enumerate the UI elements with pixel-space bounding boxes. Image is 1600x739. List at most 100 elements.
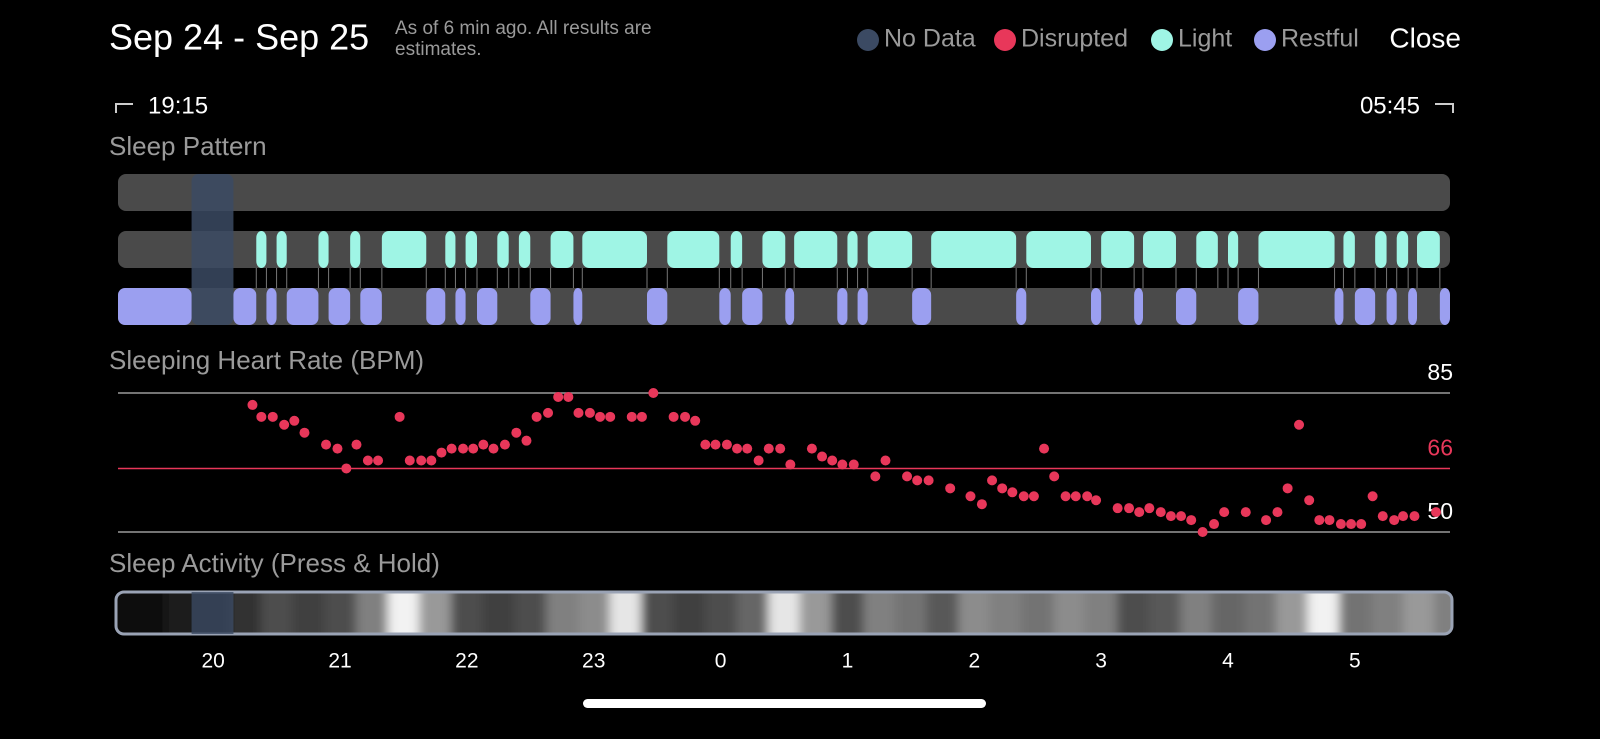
heart-dot — [1294, 419, 1305, 430]
activity-slice — [1370, 592, 1403, 634]
heart-dot — [1049, 471, 1060, 482]
heart-dot — [511, 427, 522, 438]
heart-dot — [1314, 515, 1325, 526]
heart-dot — [1144, 503, 1155, 514]
segment — [360, 288, 382, 325]
heart-dot — [710, 439, 721, 450]
x-tick-label: 21 — [328, 650, 351, 673]
segment — [276, 231, 287, 268]
segment — [328, 288, 351, 325]
activity-slice — [1148, 592, 1181, 634]
activity-slice — [641, 592, 673, 634]
x-tick-label: 23 — [582, 650, 605, 673]
x-tick-label: 3 — [1095, 650, 1107, 673]
average-label: 66 — [1427, 435, 1453, 461]
heart-dot — [1176, 511, 1187, 522]
activity-slice — [1021, 592, 1054, 634]
activity-slice — [1307, 592, 1339, 634]
end-bracket — [1435, 103, 1454, 113]
heart-dot — [1007, 487, 1018, 498]
heart-dot — [785, 459, 796, 470]
heart-dot — [1060, 491, 1071, 502]
x-tick-label: 1 — [842, 650, 854, 673]
heart-dot — [1219, 507, 1230, 518]
activity-slices — [116, 592, 1452, 634]
heart-dot — [1209, 519, 1220, 530]
activity-slice — [451, 592, 483, 634]
activity-slice — [958, 592, 991, 634]
heart-dot — [321, 439, 332, 450]
heart-dot — [870, 471, 881, 482]
activity-slice — [292, 592, 325, 634]
heart-dot — [636, 411, 647, 422]
heart-dot — [732, 443, 743, 454]
heart-dot — [1346, 519, 1357, 530]
activity-slice — [116, 592, 134, 634]
activity-slice — [514, 592, 547, 634]
start-bracket — [115, 103, 133, 113]
segment — [931, 231, 1017, 268]
segment — [518, 231, 531, 268]
heart-dot — [880, 455, 891, 466]
activity-slice — [831, 592, 864, 634]
activity-slice — [799, 592, 832, 634]
heart-dot — [446, 443, 457, 454]
legend-label: Disrupted — [1021, 25, 1128, 53]
heart-dot — [1272, 507, 1283, 518]
legend-label: Light — [1178, 25, 1232, 53]
heart-dot — [573, 407, 584, 418]
legend-swatch — [857, 29, 879, 51]
heart-dot — [521, 435, 532, 446]
segment — [1396, 231, 1409, 268]
segment — [426, 288, 446, 325]
segment — [286, 288, 319, 325]
heart-dot — [680, 411, 691, 422]
legend-swatch — [1254, 29, 1276, 51]
activity-slice — [1434, 592, 1452, 634]
segment — [1354, 288, 1376, 325]
segment — [256, 231, 267, 268]
activity-strip[interactable] — [100, 585, 1470, 645]
segment — [1026, 231, 1091, 268]
activity-slice — [1339, 592, 1371, 634]
heart-dot — [468, 443, 479, 454]
legend-label: No Data — [884, 25, 976, 53]
heart-dot — [499, 439, 510, 450]
heart-dot — [1324, 515, 1335, 526]
segment — [730, 231, 743, 268]
heart-dot — [997, 483, 1008, 494]
heart-dot — [902, 471, 913, 482]
heart-dot — [626, 411, 637, 422]
heart-dot — [742, 443, 753, 454]
activity-border — [114, 590, 1454, 636]
heart-dot — [404, 455, 415, 466]
heart-dot — [700, 439, 711, 450]
heart-dot — [837, 459, 848, 470]
heart-dot — [1039, 443, 1050, 454]
segment — [497, 231, 509, 268]
segment — [867, 231, 913, 268]
heart-dot — [478, 439, 489, 450]
segment — [847, 231, 858, 268]
segment — [785, 288, 795, 325]
segment — [1386, 288, 1397, 325]
heart-dot — [1165, 511, 1176, 522]
activity-slice — [1053, 592, 1086, 634]
section-title: Sleep Pattern — [109, 131, 267, 161]
heart-dot — [563, 391, 574, 402]
heart-dot — [1028, 491, 1039, 502]
segment — [1439, 288, 1450, 325]
segment — [1258, 231, 1335, 268]
heart-dot — [289, 415, 300, 426]
close-button[interactable]: Close — [1389, 22, 1461, 53]
segment — [465, 231, 478, 268]
activity-slice — [673, 592, 705, 634]
section-title: Sleep Activity (Press & Hold) — [109, 548, 440, 578]
heart-dot — [827, 455, 838, 466]
segment — [1196, 231, 1218, 268]
activity-slice — [133, 592, 166, 634]
segment — [762, 231, 786, 268]
end-time: 05:45 — [1360, 92, 1420, 119]
heart-dot — [584, 407, 595, 418]
activity-slice — [546, 592, 578, 634]
